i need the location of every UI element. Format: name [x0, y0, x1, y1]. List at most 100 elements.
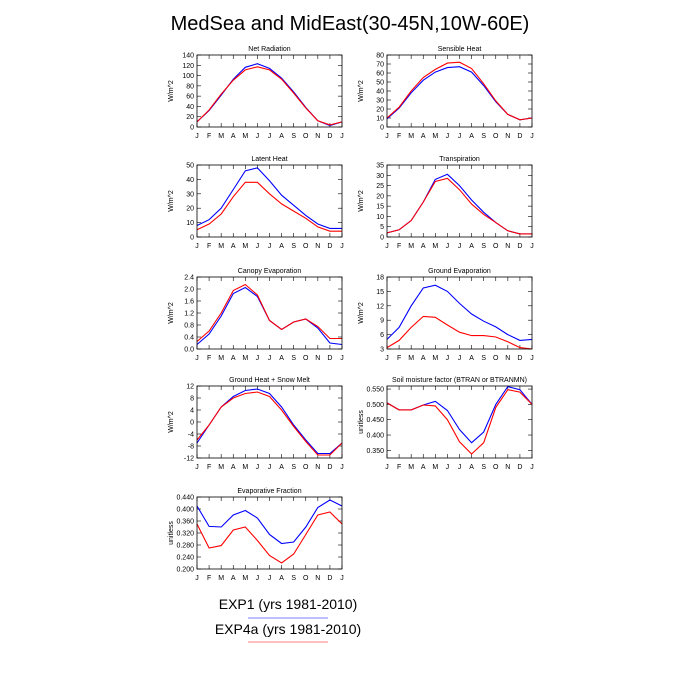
x-tick-label: A: [421, 133, 426, 140]
series-line-exp4a: [386, 315, 533, 350]
y-tick-label: 12: [186, 384, 194, 391]
x-tick-label: J: [530, 133, 534, 140]
y-tick-label: 50: [186, 163, 194, 170]
series-line-exp4a: [196, 283, 342, 342]
panel-6: Ground Heat + Snow Melt W/m^2 -12 -8 -4 0 4 8 12…: [168, 377, 344, 471]
panel-8: Evaporative Fraction unitless 0.200 0.240 0.…: [168, 488, 344, 582]
x-tick-label: J: [256, 464, 260, 471]
y-tick-label: 5: [380, 224, 384, 231]
x-tick-label: J: [268, 243, 272, 250]
plot-frame: [196, 276, 343, 350]
panel-4: Canopy Evaporation W/m^2 0.0 0.4 0.8 1.2 1.6 2.…: [168, 268, 344, 362]
y-tick-label: 3: [380, 347, 384, 354]
x-tick-label: M: [218, 464, 224, 471]
y-tick-label: 9: [380, 318, 384, 325]
y-tick-label: 30: [376, 173, 384, 180]
y-tick-label: 20: [186, 206, 194, 213]
x-tick-label: J: [458, 355, 462, 362]
x-tick-label: M: [408, 243, 414, 250]
y-tick-label: 2.0: [184, 287, 194, 294]
x-tick-label: J: [530, 355, 534, 362]
y-axis-label: unitless: [358, 410, 365, 434]
x-tick-label: M: [242, 575, 248, 582]
series-line-exp4a: [386, 177, 532, 235]
y-tick-label: 0.200: [176, 567, 194, 574]
x-tick-label: D: [517, 464, 522, 471]
y-tick-label: 0.8: [184, 323, 194, 330]
figure-title: MedSea and MidEast(30-45N,10W-60E): [171, 13, 530, 35]
y-tick-label: 30: [376, 98, 384, 105]
y-tick-label: 80: [186, 83, 194, 90]
x-tick-label: J: [268, 133, 272, 140]
legend: EXP1 (yrs 1981-2010) EXP4a (yrs 1981-201…: [215, 596, 361, 643]
y-tick-label: 8: [190, 396, 194, 403]
x-tick-label: D: [517, 355, 522, 362]
y-axis-label: W/m^2: [358, 190, 365, 212]
x-tick-label: J: [458, 243, 462, 250]
y-axis-label: unitless: [168, 521, 175, 545]
x-tick-label: M: [432, 133, 438, 140]
y-tick-label: 0.0: [184, 347, 194, 354]
y-tick-label: 0.240: [176, 555, 194, 562]
plot-frame: [196, 164, 343, 238]
x-tick-label: S: [291, 243, 296, 250]
series-line-exp1: [386, 173, 532, 235]
panel-title: Sensible Heat: [438, 46, 482, 53]
y-axis-label: W/m^2: [168, 302, 175, 324]
x-tick-label: O: [493, 243, 499, 250]
panel-title: Ground Evaporation: [428, 268, 491, 275]
y-tick-label: 12: [376, 303, 384, 310]
y-tick-label: 0.400: [366, 433, 384, 440]
panel-7: Soil moisture factor (BTRAN or BTRANMN) u…: [358, 377, 534, 471]
x-tick-label: N: [315, 243, 320, 250]
legend-label-exp1: EXP1 (yrs 1981-2010): [219, 596, 358, 612]
x-tick-label: D: [517, 133, 522, 140]
x-tick-label: J: [385, 464, 389, 471]
y-tick-label: 0.320: [176, 531, 194, 538]
x-tick-label: M: [432, 243, 438, 250]
x-tick-label: F: [207, 133, 211, 140]
x-tick-label: A: [469, 243, 474, 250]
x-tick-label: J: [195, 575, 199, 582]
x-tick-label: M: [242, 243, 248, 250]
x-tick-label: S: [481, 355, 486, 362]
x-tick-label: J: [195, 133, 199, 140]
x-tick-label: S: [481, 464, 486, 471]
y-tick-label: 15: [376, 289, 384, 296]
x-tick-label: J: [385, 133, 389, 140]
x-tick-label: D: [327, 243, 332, 250]
x-tick-label: F: [207, 243, 211, 250]
y-axis-label: W/m^2: [168, 411, 175, 433]
series-line-exp4a: [386, 389, 533, 455]
y-tick-label: 100: [182, 73, 194, 80]
x-tick-label: S: [481, 243, 486, 250]
x-tick-label: J: [340, 575, 344, 582]
x-tick-label: A: [279, 575, 284, 582]
panel-title: Ground Heat + Snow Melt: [229, 377, 310, 384]
x-tick-label: S: [291, 133, 296, 140]
plot-frame: [386, 276, 533, 350]
x-tick-label: A: [421, 355, 426, 362]
x-tick-label: J: [268, 575, 272, 582]
x-tick-label: N: [315, 355, 320, 362]
x-tick-label: J: [256, 133, 260, 140]
x-tick-label: J: [446, 243, 450, 250]
x-tick-label: M: [218, 575, 224, 582]
x-tick-label: A: [231, 355, 236, 362]
x-tick-label: M: [242, 464, 248, 471]
y-tick-label: 80: [376, 53, 384, 60]
x-tick-label: D: [327, 464, 332, 471]
x-tick-label: M: [432, 355, 438, 362]
series-line-exp1: [196, 167, 342, 229]
y-tick-label: 1.6: [184, 299, 194, 306]
x-tick-label: O: [493, 133, 499, 140]
x-tick-label: O: [303, 464, 309, 471]
y-tick-label: 0.4: [184, 335, 194, 342]
x-tick-label: O: [493, 464, 499, 471]
y-axis-label: W/m^2: [168, 190, 175, 212]
y-tick-label: 0.440: [176, 495, 194, 502]
x-tick-label: M: [242, 355, 248, 362]
